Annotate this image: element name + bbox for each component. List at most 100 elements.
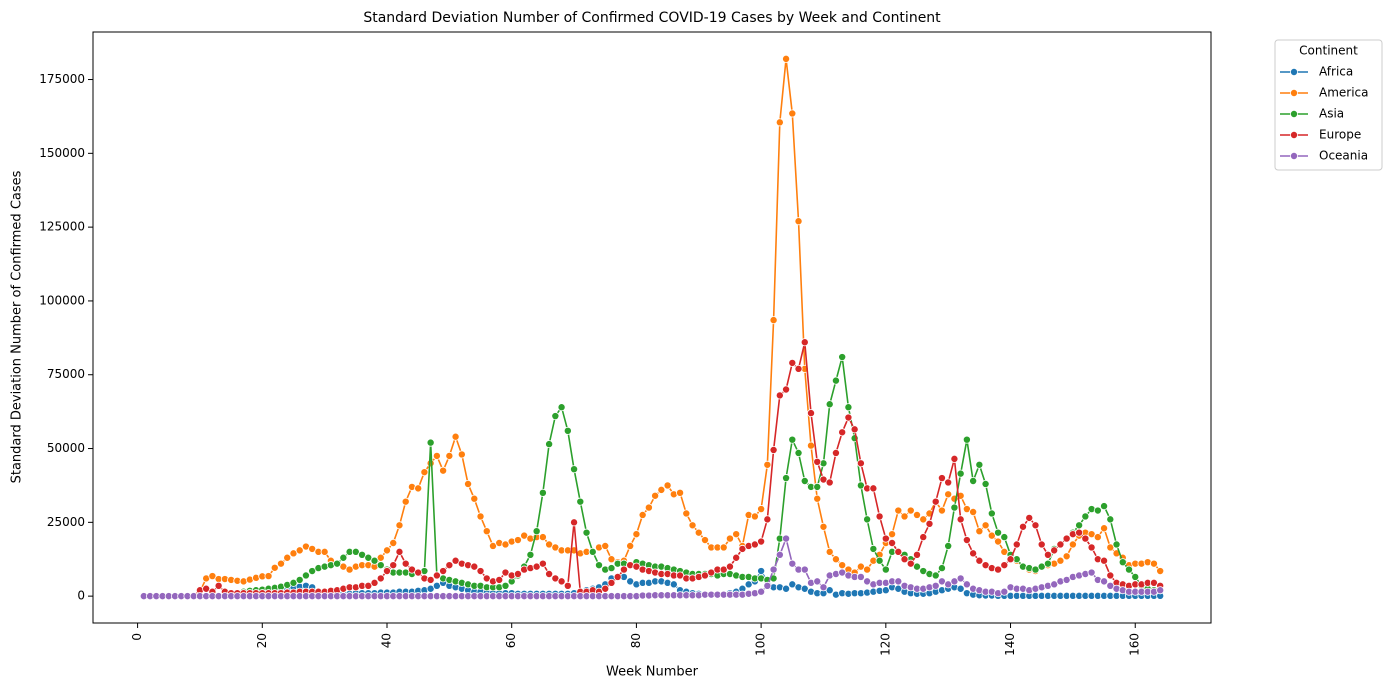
data-point: [1118, 558, 1127, 567]
data-point: [1081, 534, 1090, 543]
legend-label: America: [1319, 86, 1369, 100]
data-point: [888, 538, 897, 547]
data-point: [769, 316, 778, 325]
data-point: [813, 457, 822, 466]
data-point: [732, 553, 741, 562]
data-point: [214, 581, 223, 590]
data-point: [838, 561, 847, 570]
data-point: [389, 561, 398, 570]
data-point: [725, 534, 734, 543]
data-point: [994, 528, 1003, 537]
data-point: [526, 550, 535, 559]
data-point: [931, 581, 940, 590]
data-point: [632, 530, 641, 539]
data-point: [1131, 572, 1140, 581]
data-point: [1000, 561, 1009, 570]
data-point: [913, 510, 922, 519]
data-point: [894, 506, 903, 515]
data-point: [576, 497, 585, 506]
data-point: [894, 577, 903, 586]
data-point: [1000, 533, 1009, 542]
legend-label: Africa: [1319, 65, 1353, 79]
data-point: [395, 521, 404, 530]
data-point: [1081, 512, 1090, 521]
data-point: [1019, 522, 1028, 531]
data-point: [919, 533, 928, 542]
data-point: [900, 512, 909, 521]
data-point: [725, 562, 734, 571]
data-point: [844, 413, 853, 422]
data-point: [445, 561, 454, 570]
data-point: [401, 559, 410, 568]
data-point: [763, 581, 772, 590]
data-point: [944, 478, 953, 487]
data-point: [782, 534, 791, 543]
data-point: [881, 534, 890, 543]
data-point: [264, 572, 273, 581]
data-point: [994, 537, 1003, 546]
data-point: [470, 562, 479, 571]
data-point: [750, 512, 759, 521]
data-point: [994, 565, 1003, 574]
y-tick-label: 175000: [39, 72, 85, 86]
data-point: [794, 448, 803, 457]
data-point: [557, 403, 566, 412]
data-point: [819, 583, 828, 592]
data-point: [1087, 568, 1096, 577]
data-point: [270, 563, 279, 572]
legend: Continent Africa America Asia Europe Oceania: [1274, 39, 1383, 171]
data-point: [389, 538, 398, 547]
data-point: [807, 441, 816, 450]
data-point: [420, 468, 429, 477]
data-point: [382, 567, 391, 576]
data-point: [613, 572, 622, 581]
x-tick-label: 60: [504, 633, 518, 648]
data-point: [1100, 502, 1109, 511]
data-point: [1000, 587, 1009, 596]
data-point: [813, 482, 822, 491]
data-point: [937, 564, 946, 573]
data-point: [969, 549, 978, 558]
data-point: [607, 564, 616, 573]
data-point: [975, 556, 984, 565]
data-point: [1149, 559, 1158, 568]
data-point: [570, 518, 579, 527]
data-point: [333, 559, 342, 568]
data-point: [301, 571, 310, 580]
data-point: [1068, 540, 1077, 549]
data-point: [962, 580, 971, 589]
data-point: [439, 466, 448, 475]
data-point: [975, 460, 984, 469]
data-point: [782, 474, 791, 483]
data-point: [794, 364, 803, 373]
data-point: [919, 515, 928, 524]
data-point: [382, 546, 391, 555]
x-axis-label: Week Number: [606, 665, 699, 680]
data-point: [676, 488, 685, 497]
data-point: [719, 543, 728, 552]
data-point: [607, 578, 616, 587]
data-point: [1012, 540, 1021, 549]
y-tick-label: 100000: [39, 293, 85, 307]
data-point: [788, 358, 797, 367]
data-point: [800, 338, 809, 347]
data-point: [439, 567, 448, 576]
legend-label: Oceania: [1319, 149, 1368, 163]
y-axis-label: Standard Deviation Number of Confirmed C…: [10, 170, 25, 483]
data-point: [875, 556, 884, 565]
data-point: [1093, 533, 1102, 542]
data-point: [782, 385, 791, 394]
data-point: [582, 528, 591, 537]
data-point: [626, 541, 635, 550]
data-point: [476, 567, 485, 576]
data-point: [1093, 506, 1102, 515]
data-point: [931, 497, 940, 506]
data-point: [1100, 577, 1109, 586]
data-point: [688, 521, 697, 530]
data-point: [825, 400, 834, 409]
data-point: [950, 503, 959, 512]
data-point: [414, 484, 423, 493]
data-point: [807, 409, 816, 418]
data-point: [775, 550, 784, 559]
x-tick-label: 0: [130, 633, 144, 641]
